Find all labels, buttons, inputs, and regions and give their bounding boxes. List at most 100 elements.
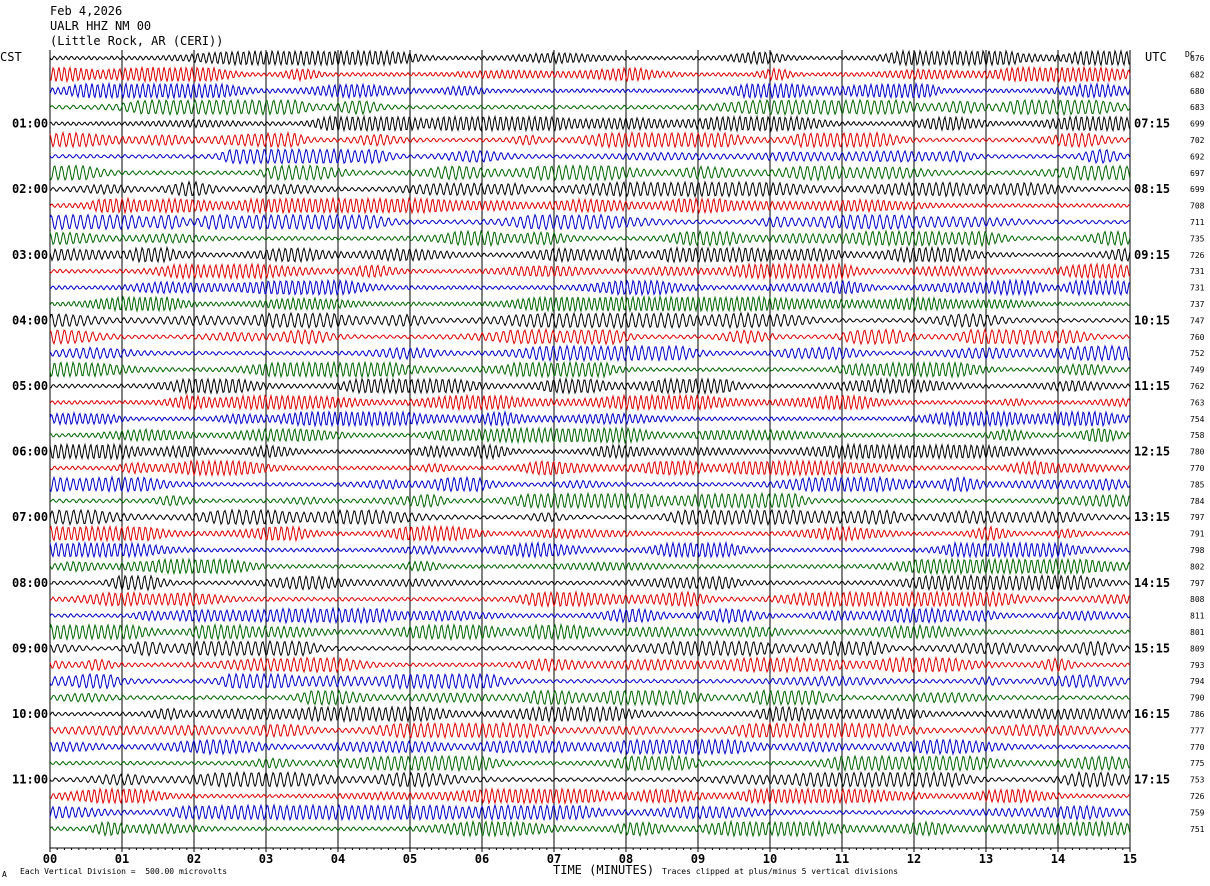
seismic-trace: [49, 540, 1131, 560]
dc-offset-label: 702: [1190, 136, 1205, 145]
cst-time-label: 09:00: [12, 641, 48, 655]
seismic-trace: [49, 688, 1130, 707]
seismic-trace: [49, 524, 1131, 543]
x-tick-label: 04: [331, 852, 345, 866]
utc-time-label: 12:15: [1134, 445, 1170, 459]
cst-time-label: 11:00: [12, 773, 48, 787]
seismic-trace: [49, 606, 1131, 625]
dc-offset-label: 749: [1190, 366, 1205, 375]
seismic-trace: [49, 655, 1131, 674]
seismic-trace: [49, 278, 1131, 297]
x-tick-label: 13: [979, 852, 993, 866]
cst-time-label: 06:00: [12, 445, 48, 459]
x-tick-label: 03: [259, 852, 273, 866]
dc-offset-label: 797: [1190, 579, 1205, 588]
seismic-trace: [49, 589, 1131, 609]
x-tick-label: 11: [835, 852, 849, 866]
dc-offset-label: 699: [1190, 120, 1205, 129]
seismic-trace: [49, 458, 1131, 478]
dc-offset-label: 731: [1190, 267, 1205, 276]
seismic-trace: [49, 409, 1131, 428]
utc-label: UTC: [1145, 50, 1167, 64]
cst-time-label: 05:00: [12, 379, 48, 393]
dc-offset-label: 760: [1190, 333, 1205, 342]
dc-offset-label: 682: [1190, 70, 1205, 79]
utc-time-label: 10:15: [1134, 313, 1170, 327]
seismic-trace: [49, 262, 1131, 281]
dc-offset-label: 786: [1190, 710, 1205, 719]
seismic-trace: [50, 426, 1131, 445]
dc-offset-label: 808: [1190, 595, 1205, 604]
seismic-trace: [49, 344, 1131, 363]
dc-offset-label: 763: [1190, 398, 1205, 407]
x-tick-label: 15: [1123, 852, 1137, 866]
seismic-trace: [49, 196, 1131, 215]
seismic-trace: [49, 327, 1131, 346]
seismic-trace: [49, 754, 1131, 773]
chart-date: Feb 4,2026: [50, 4, 123, 18]
dc-offset-label: 801: [1190, 628, 1205, 637]
dc-offset-label: 753: [1190, 776, 1205, 785]
utc-time-label: 07:15: [1134, 117, 1170, 131]
seismic-trace: [49, 704, 1131, 724]
x-axis-title: TIME (MINUTES): [553, 863, 655, 877]
scale-note: Each Vertical Division = 500.00 microvol…: [20, 867, 228, 876]
dc-offset-label: 809: [1190, 644, 1205, 653]
dc-offset-label: 747: [1190, 316, 1205, 325]
seismic-trace: [49, 819, 1131, 838]
dc-offset-label: 752: [1190, 349, 1205, 358]
dc-offset-label: 699: [1190, 185, 1205, 194]
cst-label: CST: [0, 50, 22, 64]
station-name: UALR HHZ NM 00: [50, 19, 152, 33]
dc-label: DC: [1185, 50, 1195, 59]
dc-offset-label: 708: [1190, 202, 1205, 211]
cst-time-label: 03:00: [12, 248, 48, 262]
utc-time-label: 16:15: [1134, 707, 1170, 721]
dc-offset-label: 770: [1190, 743, 1205, 752]
cst-time-label: 04:00: [12, 313, 48, 327]
dc-offset-label: 751: [1190, 825, 1205, 834]
station-location: (Little Rock, AR (CERI)): [50, 34, 224, 48]
seismic-trace: [49, 442, 1131, 461]
cst-time-label: 02:00: [12, 182, 48, 196]
dc-offset-label: 777: [1190, 726, 1205, 735]
utc-time-label: 13:15: [1134, 510, 1170, 524]
dc-offset-label: 711: [1190, 218, 1205, 227]
seismic-trace: [49, 508, 1131, 527]
utc-time-label: 17:15: [1134, 773, 1170, 787]
seismic-trace: [49, 639, 1131, 658]
dc-offset-label: 793: [1190, 661, 1205, 670]
seismic-trace: [49, 491, 1131, 510]
dc-offset-label: 784: [1190, 497, 1205, 506]
seismic-trace: [49, 721, 1131, 740]
seismic-trace: [49, 98, 1131, 117]
seismic-trace: [49, 393, 1131, 412]
seismic-trace: [49, 360, 1131, 379]
dc-offset-label: 737: [1190, 300, 1205, 309]
dc-offset-label: 791: [1190, 530, 1205, 539]
corner-mark: A: [2, 870, 7, 879]
seismic-trace: [49, 770, 1131, 789]
seismic-trace: [49, 229, 1131, 248]
dc-offset-label: 780: [1190, 448, 1205, 457]
dc-offset-label: 762: [1190, 382, 1205, 391]
seismic-trace: [49, 803, 1131, 822]
seismic-trace: [49, 213, 1131, 231]
dc-offset-label: 790: [1190, 694, 1205, 703]
seismic-trace: [49, 48, 1131, 68]
dc-offset-label: 775: [1190, 759, 1205, 768]
x-tick-label: 00: [43, 852, 57, 866]
dc-offset-label: 731: [1190, 284, 1205, 293]
dc-offset-label: 726: [1190, 251, 1205, 260]
seismic-trace: [49, 573, 1131, 592]
dc-offset-label: 754: [1190, 415, 1205, 424]
seismic-trace: [49, 622, 1131, 642]
cst-time-label: 01:00: [12, 117, 48, 131]
seismic-trace: [49, 147, 1131, 166]
seismic-trace: [49, 311, 1131, 330]
dc-offset-label: 676: [1190, 54, 1205, 63]
dc-offset-label: 811: [1190, 612, 1205, 621]
seismic-trace: [49, 475, 1131, 494]
seismic-trace: [49, 163, 1131, 182]
